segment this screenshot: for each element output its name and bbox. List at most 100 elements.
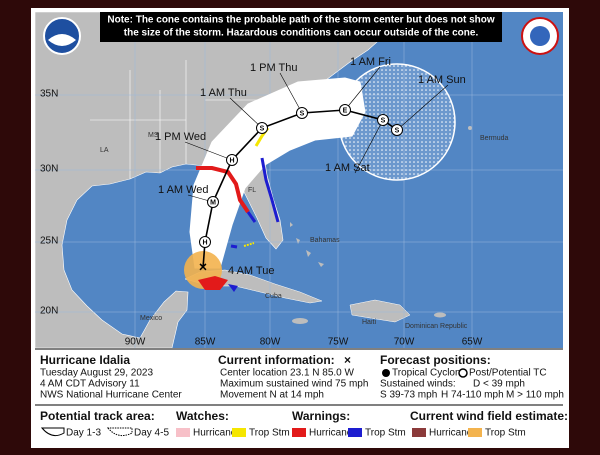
wind-m: M > 110 mph [506,390,564,401]
place-label: Cuba [265,293,282,300]
time-label: 1 PM Thu [250,62,298,74]
max-wind: Maximum sustained wind 75 mph [220,379,368,390]
watches-heading: Watches: [176,409,229,423]
leader-line [354,119,384,174]
place-label: FL [248,187,256,194]
day45-label: Day 4-5 [134,428,169,439]
forecast-point [207,196,219,208]
tc-label: Tropical Cyclone [392,368,467,379]
lon-label: 65W [462,337,483,348]
hurricane-warning-swatch [292,428,306,437]
time-label: 4 AM Tue [228,265,274,277]
wind-field-heading: Current wind field estimate: [410,409,568,423]
ptc-symbol [458,368,468,378]
day45-swatch [106,427,133,437]
hurricane-watch-label: Hurricane [193,428,237,439]
lon-label: 80W [260,337,281,348]
winds-heading: Sustained winds: [380,379,456,390]
point-letter: S [260,125,265,132]
day13-swatch [40,427,65,437]
time-label: 1 PM Wed [155,131,206,143]
warnings-heading: Warnings: [292,409,350,423]
current-position: × [199,259,207,275]
point-letter: S [300,110,305,117]
forecast-point [377,114,389,126]
place-label: MS [148,132,159,139]
noaa-logo-wave [48,34,76,46]
leader-line [229,97,263,129]
point-letter: H [202,239,207,246]
ts-warning [260,157,280,223]
current-heading: Current information: [218,353,335,367]
center-location: Center location 23.1 N 85.0 W [220,368,355,379]
point-letter: H [229,157,234,164]
day13-label: Day 1-3 [66,428,101,439]
hurricane-warning-label: Hurricane [309,428,353,439]
hurricane-watch-swatch [176,428,190,437]
lat-label: 25N [40,236,58,247]
hispaniola [349,299,411,323]
advisory: 4 AM CDT Advisory 11 [40,379,140,390]
leader-line [396,84,449,131]
ts-watch-label: Trop Stm [249,428,290,439]
lon-label: 75W [328,337,349,348]
wind-s: S 39-73 mph [380,390,437,401]
nws-logo-core [530,26,550,46]
wind-hurricane-swatch [412,428,426,437]
place-label: LA [100,147,109,154]
forecast-point [226,154,238,166]
note-banner [100,12,502,42]
wind-ts-swatch [468,428,482,437]
ts-watch-swatch [232,428,246,437]
track-area-heading: Potential track area: [40,409,155,423]
lat-label: 20N [40,306,58,317]
wind-ts-label: Trop Stm [485,428,526,439]
leader-line [344,66,381,111]
wind-h: H 74-110 mph [441,390,504,401]
forecast-point [296,107,308,119]
ts-warning-keys [230,244,238,249]
bermuda-island [468,126,472,130]
wind-d: D < 39 mph [473,379,525,390]
place-label: Bahamas [310,237,340,244]
leader-line [184,141,233,161]
time-label: 1 AM Wed [158,184,209,196]
jamaica [292,318,308,324]
leader-line [279,72,303,114]
movement: Movement N at 14 mph [220,390,324,401]
agency: NWS National Hurricane Center [40,390,182,401]
storm-name: Hurricane Idalia [40,353,130,367]
time-label: 1 AM Fri [350,56,391,68]
lon-label: 70W [394,337,415,348]
ts-warning-label: Trop Stm [365,428,406,439]
forecast-point [391,124,403,136]
point-letter: E [343,107,348,114]
lon-label: 90W [125,337,146,348]
ts-watch-keys [243,242,255,247]
forecast-point [339,104,351,116]
puerto-rico [434,312,446,318]
cuba-ts-warning [228,284,238,292]
place-label: Haiti [362,319,376,326]
forecast-heading: Forecast positions: [380,353,491,367]
cuba-hurricane-warning [198,276,228,290]
point-letter: S [381,117,386,124]
point-letter: S [395,127,400,134]
note-line: the size of the storm. Hazardous conditi… [124,28,479,39]
forecast-point [256,122,268,134]
time-label: 1 AM Sun [418,74,466,86]
lat-label: 35N [40,89,58,100]
note-line: Note: The cone contains the probable pat… [107,15,494,26]
ts-warning [246,211,257,223]
tc-symbol [382,369,390,377]
ts-warning-swatch [348,428,362,437]
lat-label: 30N [40,164,58,175]
lon-label: 85W [195,337,216,348]
hurricane-warning [196,166,250,214]
map: Note: The cone contains the probable pat… [34,11,563,349]
place-label: Dominican Republic [405,323,468,330]
forecast-point [199,236,211,248]
point-letter: M [210,199,216,206]
